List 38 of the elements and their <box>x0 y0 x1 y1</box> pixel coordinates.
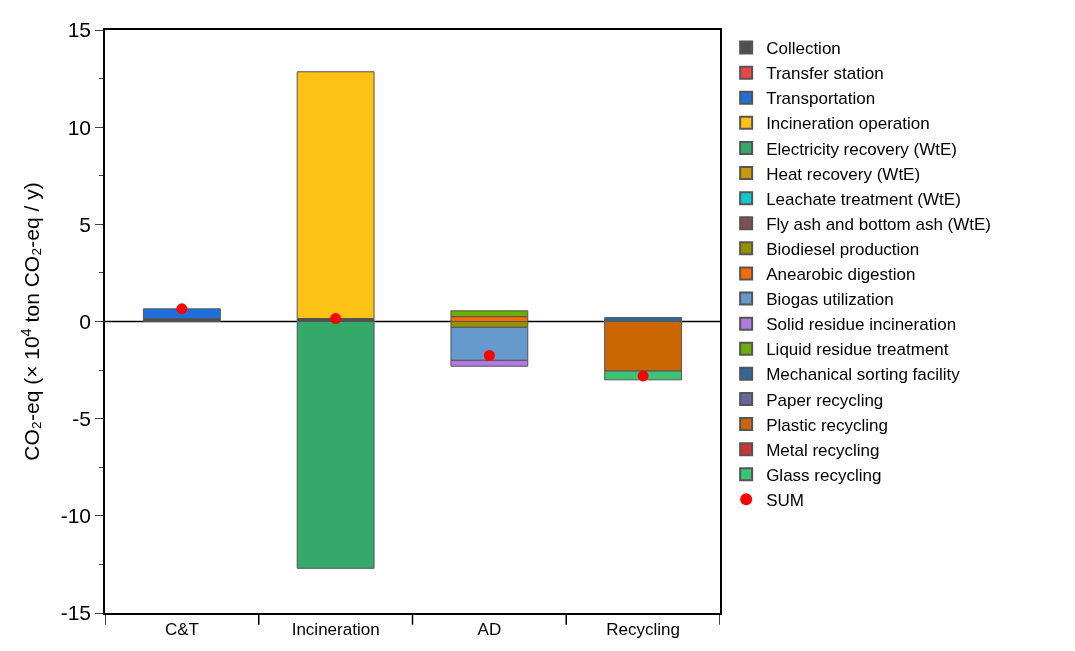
point <box>637 370 649 382</box>
legend-label: Leachate treatment (WtE) <box>766 189 961 209</box>
bar <box>142 308 221 320</box>
legend-label: Plastic recycling <box>766 415 889 435</box>
y-tick-label: 0 <box>79 309 92 333</box>
y-tick-label: 10 <box>67 115 92 139</box>
legend-label: Biogas utilization <box>766 290 894 310</box>
legend-label: Mechanical sorting facility <box>766 365 961 385</box>
legend-label: Transportation <box>766 89 876 109</box>
legend-label: Electricity recovery (WtE) <box>766 139 957 159</box>
y-tick-label: 15 <box>67 18 92 42</box>
legend-label: Transfer station <box>766 64 884 84</box>
legend-label: Anearobic digestion <box>766 265 916 285</box>
legend-label: Collection <box>766 39 841 59</box>
bar <box>450 310 529 318</box>
legend-label: Liquid residue treatment <box>766 340 949 360</box>
legend-label: Biodiesel production <box>766 239 920 259</box>
x-tick-label: AD <box>477 620 502 640</box>
legend-label: Incineration operation <box>766 114 930 134</box>
y-tick-label: 5 <box>79 212 92 236</box>
legend-label: Heat recovery (WtE) <box>766 164 921 184</box>
point <box>483 350 495 362</box>
bar <box>296 71 375 320</box>
point <box>176 303 188 315</box>
bar <box>296 321 375 569</box>
legend-label: Fly ash and bottom ash (WtE) <box>766 214 992 234</box>
y-tick-label: -5 <box>72 407 92 431</box>
x-tick-label: C&T <box>164 620 199 640</box>
y-tick-label: -10 <box>60 504 92 528</box>
y-tick-label: -15 <box>60 601 92 625</box>
x-tick-label: Incineration <box>291 620 380 640</box>
legend-label: Solid residue incineration <box>766 315 957 335</box>
legend-label: Paper recycling <box>766 390 884 410</box>
x-tick-label: Recycling <box>606 620 680 640</box>
legend-label: SUM <box>766 490 804 510</box>
legend-label: Glass recycling <box>766 465 882 485</box>
legend-label: Metal recycling <box>766 440 880 460</box>
point <box>330 313 342 325</box>
